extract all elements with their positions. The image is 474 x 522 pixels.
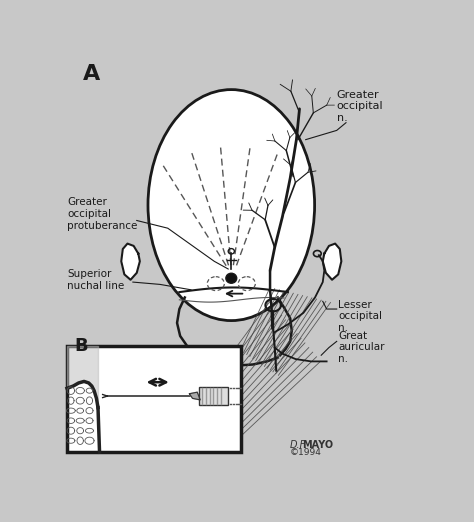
Text: D.F.: D.F. [290,440,308,450]
Text: A: A [82,64,100,84]
Text: ©1994: ©1994 [290,448,322,457]
Text: MAYO: MAYO [302,440,333,450]
Text: B: B [75,337,88,354]
Polygon shape [190,392,201,400]
Ellipse shape [226,273,237,283]
Text: Greater
occipital
n.: Greater occipital n. [337,90,383,123]
Text: Greater
occipital
protuberance: Greater occipital protuberance [67,197,137,231]
Ellipse shape [148,90,315,321]
Bar [67,346,241,452]
Bar [199,387,228,405]
Text: Great
auricular
n.: Great auricular n. [338,330,385,364]
Text: Lesser
occipital
n.: Lesser occipital n. [338,300,382,333]
Polygon shape [121,244,140,280]
Text: Superior
nuchal line: Superior nuchal line [67,269,124,291]
Polygon shape [323,244,341,280]
